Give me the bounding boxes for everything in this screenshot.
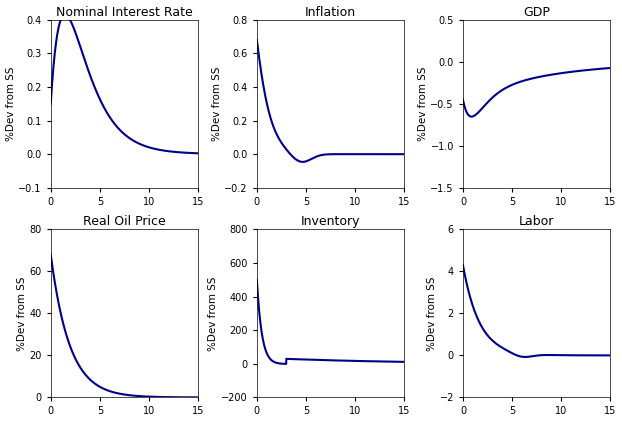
Y-axis label: %Dev from SS: %Dev from SS xyxy=(427,276,437,351)
Title: Labor: Labor xyxy=(519,215,554,228)
Title: Inventory: Inventory xyxy=(301,215,360,228)
Title: Nominal Interest Rate: Nominal Interest Rate xyxy=(56,5,193,19)
Y-axis label: %Dev from SS: %Dev from SS xyxy=(6,67,16,141)
Title: Real Oil Price: Real Oil Price xyxy=(83,215,166,228)
Y-axis label: %Dev from SS: %Dev from SS xyxy=(208,276,218,351)
Y-axis label: %Dev from SS: %Dev from SS xyxy=(17,276,27,351)
Title: Inflation: Inflation xyxy=(305,5,356,19)
Title: GDP: GDP xyxy=(523,5,550,19)
Y-axis label: %Dev from SS: %Dev from SS xyxy=(211,67,221,141)
Y-axis label: %Dev from SS: %Dev from SS xyxy=(417,67,428,141)
